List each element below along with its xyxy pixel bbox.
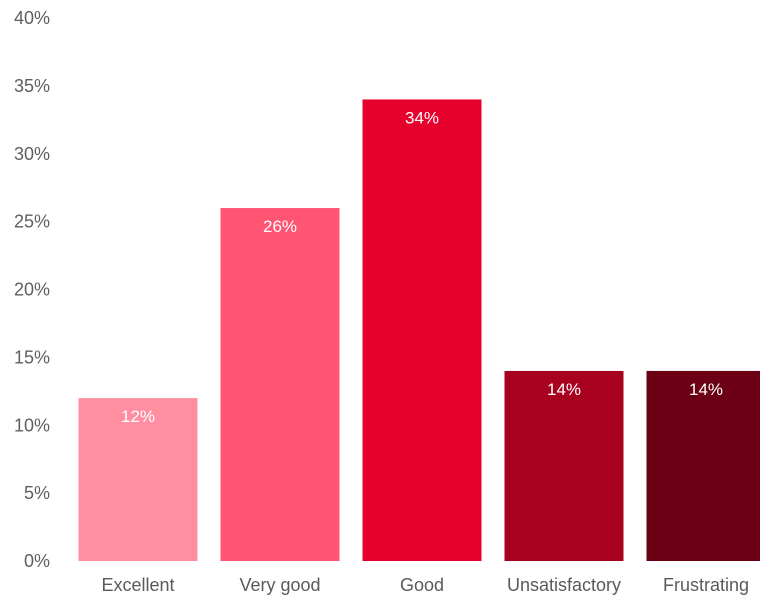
- y-tick-label: 25%: [14, 212, 50, 232]
- x-tick-label: Very good: [239, 575, 320, 595]
- y-tick-label: 35%: [14, 76, 50, 96]
- y-tick-label: 0%: [24, 551, 50, 571]
- value-labels: 12% 26% 34% 14% 14%: [121, 108, 723, 426]
- data-label: 26%: [263, 217, 297, 236]
- y-tick-label: 20%: [14, 280, 50, 300]
- bar-very-good: [220, 208, 340, 562]
- x-tick-label: Good: [400, 575, 444, 595]
- x-tick-label: Excellent: [101, 575, 174, 595]
- y-tick-label: 30%: [14, 144, 50, 164]
- data-label: 34%: [405, 108, 439, 127]
- bar-unsatisfactory: [504, 370, 624, 561]
- y-axis: 0% 5% 10% 15% 20% 25% 30% 35% 40%: [14, 8, 50, 571]
- y-tick-label: 5%: [24, 483, 50, 503]
- x-tick-label: Frustrating: [663, 575, 749, 595]
- bar-frustrating: [646, 370, 760, 561]
- data-label: 14%: [547, 380, 581, 399]
- x-axis: Excellent Very good Good Unsatisfactory Frus…: [101, 575, 749, 595]
- y-tick-label: 40%: [14, 8, 50, 28]
- data-label: 12%: [121, 407, 155, 426]
- bar-good: [362, 99, 482, 561]
- bar-excellent: [78, 398, 198, 561]
- y-tick-label: 15%: [14, 347, 50, 367]
- data-label: 14%: [689, 380, 723, 399]
- x-tick-label: Unsatisfactory: [507, 575, 621, 595]
- y-tick-label: 10%: [14, 415, 50, 435]
- bars: [78, 99, 760, 562]
